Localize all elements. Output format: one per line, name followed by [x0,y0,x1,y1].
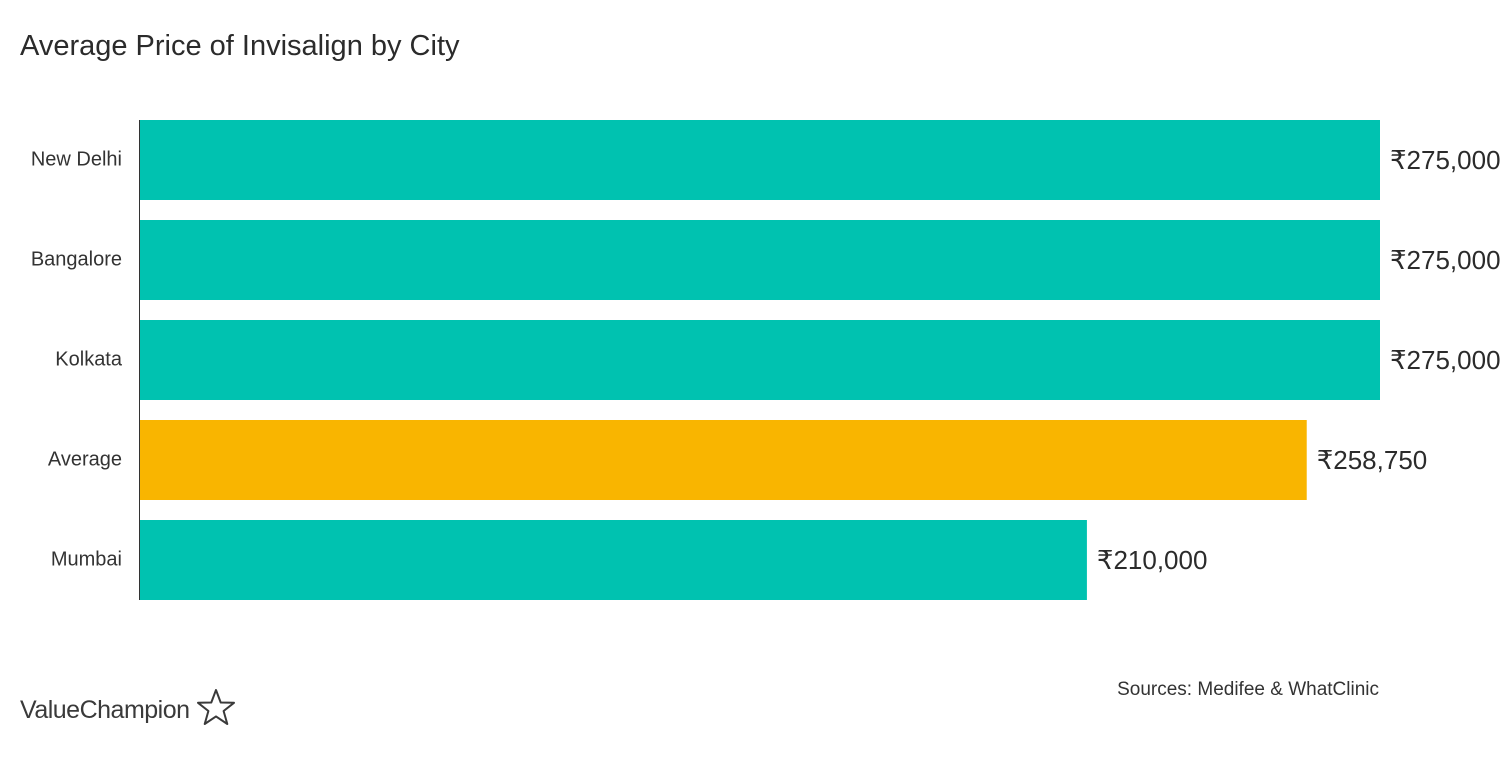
bar-mumbai [140,520,1087,600]
category-label-kolkata: Kolkata [55,348,123,370]
category-label-average: Average [48,448,122,470]
value-label-kolkata: ₹275,000 [1390,345,1501,375]
category-label-new-delhi: New Delhi [31,148,122,170]
category-label-mumbai: Mumbai [51,548,122,570]
bar-bangalore [140,220,1380,300]
bar-new-delhi [140,120,1380,200]
brand-name: ValueChampion [20,696,190,725]
value-label-bangalore: ₹275,000 [1390,245,1501,275]
source-note: Sources: Medifee & WhatClinic [1117,679,1379,701]
category-label-bangalore: Bangalore [31,248,122,270]
value-label-mumbai: ₹210,000 [1097,545,1208,575]
bar-kolkata [140,320,1380,400]
bars-layer [140,120,1380,600]
brand-logo: ValueChampion [20,688,236,733]
bar-chart: New Delhi ₹275,000 Bangalore ₹275,000 Kolkat… [0,0,1506,758]
value-label-new-delhi: ₹275,000 [1390,145,1501,175]
value-label-average: ₹258,750 [1317,445,1428,475]
star-outline-icon [196,688,236,733]
bar-average [140,420,1307,500]
